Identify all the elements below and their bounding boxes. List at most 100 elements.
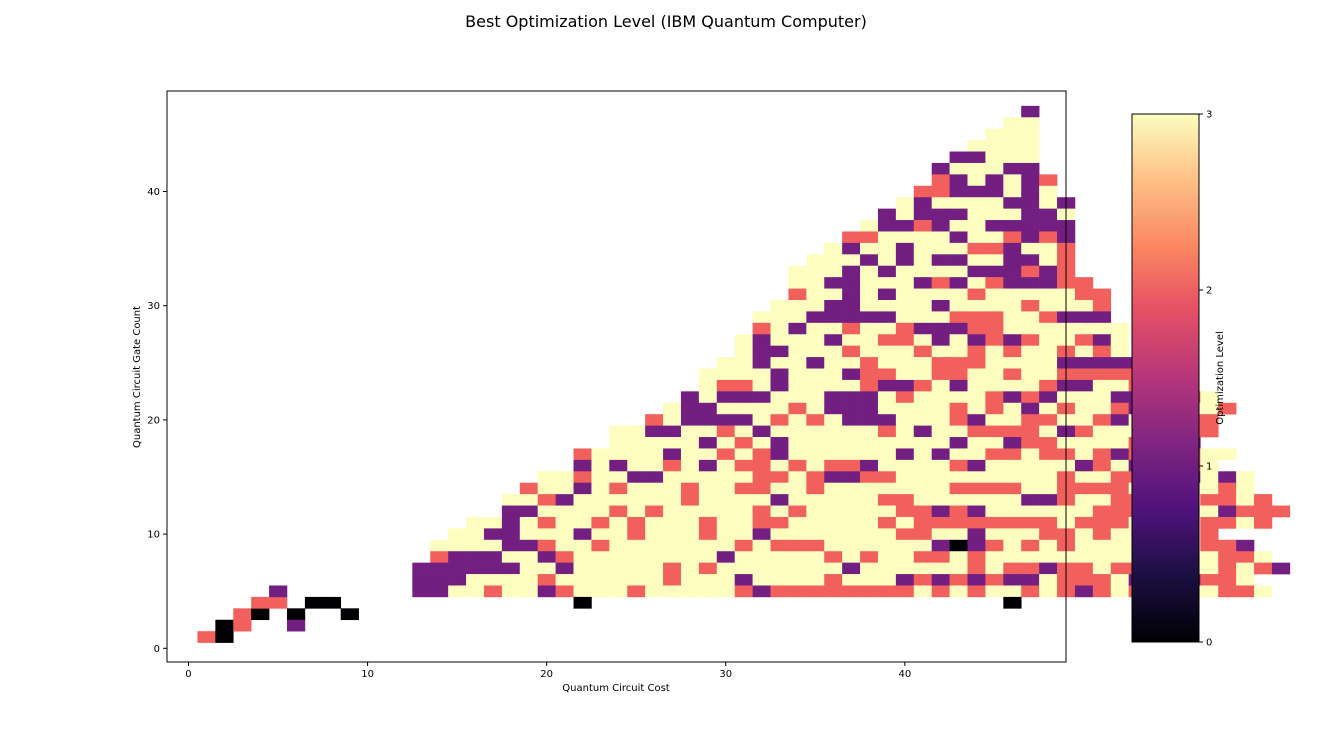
- heatmap-cell: [1200, 562, 1219, 575]
- heatmap-cell: [591, 574, 610, 586]
- heatmap-cell: [537, 528, 556, 541]
- heatmap-cell: [519, 574, 538, 586]
- heatmap-cell: [609, 494, 628, 506]
- heatmap-cell: [1021, 311, 1040, 324]
- heatmap-cell: [734, 448, 753, 461]
- heatmap-cell: [895, 574, 915, 586]
- heatmap-cell: [931, 585, 950, 598]
- heatmap-cell: [877, 379, 897, 392]
- heatmap-cell: [698, 448, 718, 461]
- heatmap-cell: [466, 574, 485, 586]
- heatmap-cell: [645, 494, 664, 506]
- heatmap-cell: [806, 551, 825, 563]
- heatmap-cell: [483, 585, 503, 598]
- heatmap-cell: [734, 505, 753, 518]
- heatmap-cell: [913, 357, 932, 369]
- heatmap-cell: [483, 574, 503, 586]
- heatmap-cell: [931, 391, 950, 404]
- heatmap-cell: [860, 425, 879, 438]
- heatmap-cell: [967, 528, 986, 541]
- heatmap-cell: [1236, 494, 1255, 506]
- heatmap-cell: [752, 425, 771, 438]
- heatmap-cell: [1110, 471, 1129, 484]
- heatmap-cell: [949, 528, 968, 541]
- heatmap-cell: [734, 391, 753, 404]
- heatmap-cell: [1003, 254, 1022, 267]
- heatmap-cell: [949, 482, 968, 495]
- heatmap-cell: [949, 242, 968, 255]
- heatmap-cell: [627, 516, 646, 529]
- heatmap-cell: [1074, 357, 1094, 369]
- heatmap-cell: [1236, 505, 1255, 518]
- heatmap-cell: [931, 345, 950, 358]
- heatmap-cell: [913, 539, 932, 552]
- heatmap-cell: [967, 231, 986, 244]
- heatmap-cell: [1039, 379, 1058, 392]
- heatmap-cell: [1218, 471, 1237, 484]
- heatmap-cell: [716, 494, 735, 506]
- heatmap-cell: [716, 574, 735, 586]
- heatmap-cell: [895, 322, 915, 335]
- heatmap-cell: [663, 574, 682, 586]
- heatmap-cell: [913, 185, 932, 198]
- heatmap-cell: [842, 562, 861, 575]
- heatmap-cell: [931, 505, 950, 518]
- heatmap-cell: [483, 551, 503, 563]
- heatmap-cell: [555, 482, 574, 495]
- heatmap-cell: [1200, 425, 1219, 438]
- heatmap-cell: [1021, 197, 1040, 209]
- heatmap-cell: [949, 494, 968, 506]
- heatmap-cell: [931, 299, 950, 312]
- heatmap-cell: [1003, 220, 1022, 232]
- heatmap-cell: [985, 551, 1004, 563]
- heatmap-cell: [895, 311, 915, 324]
- x-tick-label: 30: [719, 669, 732, 680]
- heatmap-cell: [1021, 482, 1040, 495]
- heatmap-cell: [734, 539, 753, 552]
- heatmap-cell: [770, 459, 789, 472]
- heatmap-cell: [716, 471, 735, 484]
- heatmap-cell: [788, 299, 807, 312]
- heatmap-cell: [895, 528, 915, 541]
- heatmap-cell: [734, 402, 753, 415]
- heatmap-cell: [1110, 368, 1129, 381]
- heatmap-cell: [251, 608, 270, 621]
- heatmap-cell: [967, 562, 986, 575]
- heatmap-cell: [627, 551, 646, 563]
- heatmap-cell: [1039, 185, 1058, 198]
- heatmap-cell: [985, 265, 1004, 278]
- heatmap-cell: [734, 368, 753, 381]
- heatmap-cell: [985, 562, 1004, 575]
- heatmap-cell: [680, 459, 700, 472]
- heatmap-cell: [1074, 334, 1094, 346]
- heatmap-cell: [680, 448, 700, 461]
- heatmap-cell: [1003, 391, 1022, 404]
- heatmap-cell: [716, 585, 735, 598]
- heatmap-cell: [913, 425, 932, 438]
- heatmap-cell: [501, 539, 521, 552]
- heatmap-cell: [1200, 585, 1219, 598]
- heatmap-cell: [949, 322, 968, 335]
- heatmap-cell: [806, 516, 825, 529]
- heatmap-cell: [1200, 539, 1219, 552]
- heatmap-cell: [1003, 265, 1022, 278]
- x-axis-label: Quantum Circuit Cost: [562, 683, 670, 694]
- heatmap-cell: [967, 448, 986, 461]
- heatmap-cell: [752, 471, 771, 484]
- heatmap-cell: [931, 516, 950, 529]
- heatmap-cell: [1003, 334, 1022, 346]
- heatmap-cell: [860, 482, 879, 495]
- heatmap-cell: [931, 220, 950, 232]
- heatmap-cell: [1092, 391, 1112, 404]
- heatmap-cell: [501, 562, 521, 575]
- heatmap-cell: [1200, 505, 1219, 518]
- heatmap-cell: [734, 574, 753, 586]
- heatmap-cell: [1200, 471, 1219, 484]
- heatmap-cell: [931, 414, 950, 426]
- heatmap-cell: [1092, 539, 1112, 552]
- heatmap-cell: [1092, 482, 1112, 495]
- heatmap-cell: [1039, 277, 1058, 289]
- heatmap-cell: [1110, 459, 1129, 472]
- heatmap-cell: [967, 505, 986, 518]
- heatmap-cell: [967, 197, 986, 209]
